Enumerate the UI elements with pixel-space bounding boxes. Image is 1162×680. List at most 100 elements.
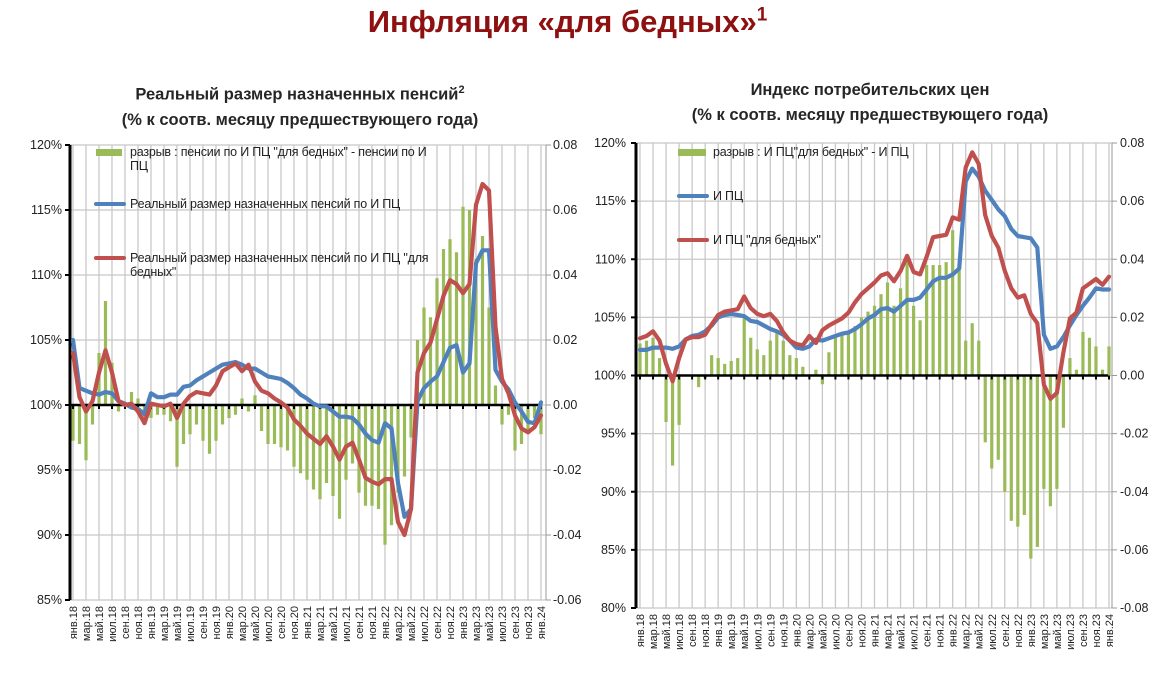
gap-bar (233, 405, 238, 415)
gap-bar (227, 405, 231, 418)
gap-bar (344, 405, 348, 480)
gap-bar (697, 375, 701, 388)
gap-bar (129, 392, 134, 405)
gap-bar (670, 375, 675, 466)
gap-bar (918, 320, 922, 376)
x-tick-label: янв.24 (1104, 614, 1116, 647)
gap-bar (827, 352, 831, 376)
gap-bar (755, 349, 759, 376)
gap-bar (266, 405, 270, 444)
gap-bar (71, 405, 75, 441)
x-tick-label: июл.22 (419, 606, 431, 642)
legend-label-gap: разрыв : пенсии по И ПЦ "для бедных" - п… (130, 145, 427, 173)
gap-bar (506, 405, 511, 415)
chart-title-cpi: Индекс потребительских цен (% к соотв. м… (600, 78, 1140, 128)
gap-bar (749, 337, 753, 376)
gap-bar (1003, 375, 1007, 492)
gap-bar (292, 405, 296, 467)
x-tick-label: янв.22 (948, 614, 960, 647)
gap-bar (1035, 375, 1039, 547)
gap-bar (898, 288, 903, 376)
gap-bar (723, 363, 727, 376)
x-tick-label: янв.24 (536, 606, 548, 639)
gap-bar (402, 405, 407, 477)
gap-bar (480, 236, 485, 405)
gap-bar (905, 259, 909, 376)
y-tick-label: 115% (595, 194, 626, 208)
y-tick-label: 100% (30, 398, 62, 412)
y2-tick-label: 0.02 (553, 333, 577, 347)
gap-bar (441, 249, 446, 405)
gap-bar (168, 405, 173, 422)
gap-bar (990, 375, 994, 469)
gap-bar (337, 405, 342, 519)
gap-bar (201, 405, 205, 441)
gap-bar (729, 360, 733, 376)
gap-bar (272, 405, 277, 444)
x-tick-label: май.18 (94, 606, 106, 641)
x-tick-label: сен.23 (510, 606, 522, 639)
gap-bar (305, 405, 309, 480)
x-tick-label: сен.19 (765, 614, 777, 647)
legend-swatch-cpi (94, 202, 126, 206)
y2-tick-label: -0.04 (553, 528, 582, 542)
gap-bar (487, 307, 491, 405)
x-tick-label: май.22 (406, 606, 418, 641)
x-tick-label: сен.21 (354, 606, 366, 639)
x-tick-label: мар.21 (315, 606, 327, 641)
gap-bar (970, 323, 974, 376)
gap-bar (175, 405, 179, 467)
x-tick-label: мар.19 (159, 606, 171, 641)
gap-bar (493, 385, 498, 405)
x-tick-label: мар.22 (961, 614, 973, 649)
x-tick-label: июл.22 (987, 614, 999, 650)
gap-bar (285, 405, 290, 451)
x-tick-label: мар.20 (804, 614, 816, 649)
x-tick-label: янв.20 (791, 614, 803, 647)
x-tick-label: мар.18 (648, 614, 660, 649)
x-tick-label: июл.19 (752, 614, 764, 650)
gap-bar (214, 405, 218, 441)
x-tick-label: ноя.18 (700, 614, 712, 647)
y-tick-label: 85% (601, 543, 626, 557)
gap-bar (116, 405, 121, 412)
gap-bar (1081, 331, 1085, 376)
series-line-poor (637, 150, 1112, 401)
x-tick-label: ноя.21 (935, 614, 947, 647)
gap-bar (181, 405, 186, 444)
y-tick-label: 105% (594, 310, 626, 324)
gap-bar (931, 265, 935, 376)
y2-tick-label: 0.02 (1120, 310, 1144, 324)
x-tick-label: янв.19 (146, 606, 158, 639)
x-tick-label: янв.18 (635, 614, 647, 647)
x-tick-label: июл.21 (341, 606, 353, 642)
gap-bar (357, 405, 361, 493)
y-tick-label: 115% (31, 203, 62, 217)
chart-title-line1: Реальный размер назначенных пенсий (135, 85, 459, 104)
gap-bar (318, 405, 322, 500)
x-tick-label: май.20 (250, 606, 262, 641)
gap-bar (846, 331, 851, 376)
gap-bar (951, 230, 955, 376)
gap-bar (664, 375, 668, 422)
gap-bar (794, 358, 798, 376)
gap-bar (859, 317, 864, 376)
gap-bar (409, 405, 413, 438)
legend-swatch-poor (677, 238, 709, 242)
gap-bar (736, 358, 740, 376)
gap-bar (742, 317, 746, 376)
gap-bar (775, 331, 779, 376)
gap-bar (324, 405, 329, 483)
gap-bar (246, 405, 251, 412)
y2-tick-label: 0.08 (553, 138, 577, 152)
gap-bar (428, 317, 433, 405)
gap-bar (363, 405, 368, 506)
gap-bar (370, 405, 374, 506)
gap-bar (853, 326, 857, 376)
x-tick-label: мар.20 (237, 606, 249, 641)
x-tick-label: янв.23 (458, 606, 470, 639)
chart-cpi: 120% 115% 110% 105% 100% 95% 90% 85% 80% 0.08 0.06… (594, 136, 1149, 650)
gap-bar (677, 375, 681, 425)
gap-bar (298, 405, 303, 474)
x-tick-label: ноя.21 (367, 606, 379, 639)
